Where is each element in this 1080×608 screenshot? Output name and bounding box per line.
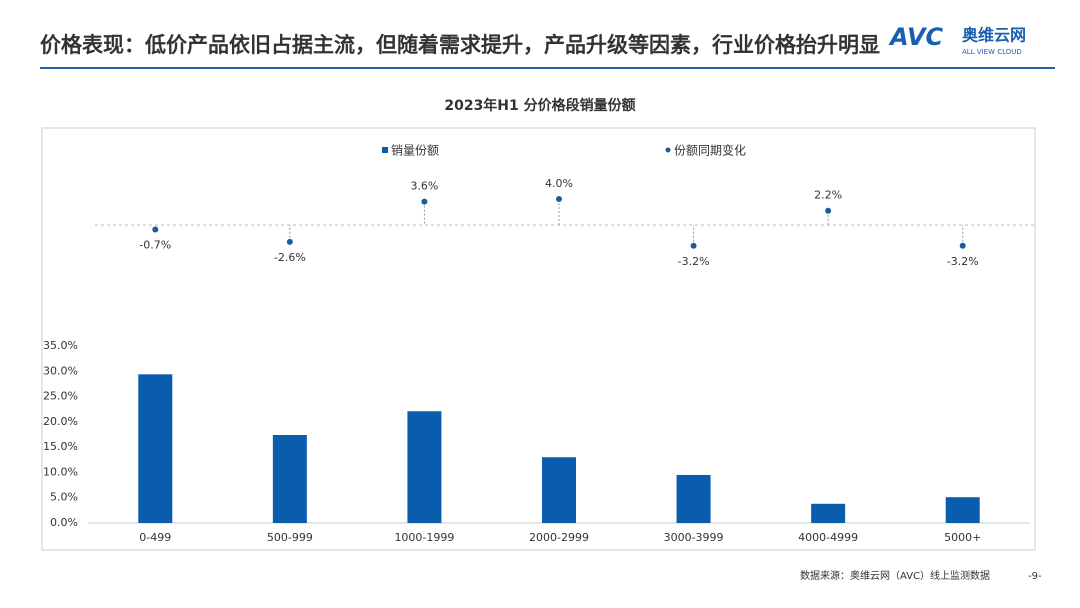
x-tick-label: 4000-4999 <box>798 531 858 544</box>
chart-title: 2023年H1 分价格段销量份额 <box>444 97 635 114</box>
bar <box>676 474 711 523</box>
legend-label: 份额同期变化 <box>674 143 746 158</box>
y-tick-label: 30.0% <box>43 364 78 377</box>
y-tick-label: 5.0% <box>50 491 78 504</box>
dot <box>556 196 562 202</box>
logo-mark: AVC <box>888 23 944 51</box>
x-tick-label: 0-499 <box>139 531 171 544</box>
x-tick-label: 3000-3999 <box>664 531 724 544</box>
data-label: -0.7% <box>139 239 171 252</box>
bar <box>407 411 442 523</box>
legend-marker <box>665 147 671 153</box>
dot <box>152 226 159 233</box>
y-tick-label: 25.0% <box>43 390 78 403</box>
x-tick-label: 1000-1999 <box>394 531 454 544</box>
page-number: -9- <box>1028 571 1042 582</box>
data-label: 3.6% <box>410 180 438 193</box>
bar <box>811 503 846 523</box>
legend-marker <box>382 147 388 153</box>
data-label: 4.0% <box>545 177 573 190</box>
dot <box>690 242 697 249</box>
x-tick-label: 500-999 <box>267 531 313 544</box>
dot <box>421 198 428 205</box>
y-tick-label: 15.0% <box>43 440 78 453</box>
y-tick-label: 10.0% <box>43 465 78 478</box>
logo-name: 奥维云网 <box>962 26 1026 45</box>
bar <box>272 435 307 523</box>
dot <box>825 207 832 214</box>
logo-sub: ALL VIEW CLOUD <box>962 48 1022 56</box>
data-label: -3.2% <box>678 255 710 268</box>
data-label: 2.2% <box>814 189 842 202</box>
y-tick-label: 20.0% <box>43 415 78 428</box>
bar <box>542 457 576 523</box>
source: 数据来源：奥维云网（AVC）线上监测数据 <box>800 569 990 582</box>
slide-title: 价格表现：低价产品依旧占据主流，但随着需求提升，产品升级等因素，行业价格抬升明显 <box>40 33 880 57</box>
bar <box>138 374 173 523</box>
x-tick-label: 5000+ <box>944 531 981 544</box>
y-tick-label: 35.0% <box>43 339 78 352</box>
legend-label: 销量份额 <box>391 144 439 158</box>
dot <box>286 238 293 245</box>
bar <box>945 497 980 523</box>
dot <box>959 242 966 249</box>
chart-frame <box>41 127 1036 551</box>
data-label: -3.2% <box>947 255 979 268</box>
data-label: -2.6% <box>274 251 306 264</box>
x-tick-label: 2000-2999 <box>529 531 589 544</box>
y-tick-label: 0.0% <box>50 516 78 529</box>
